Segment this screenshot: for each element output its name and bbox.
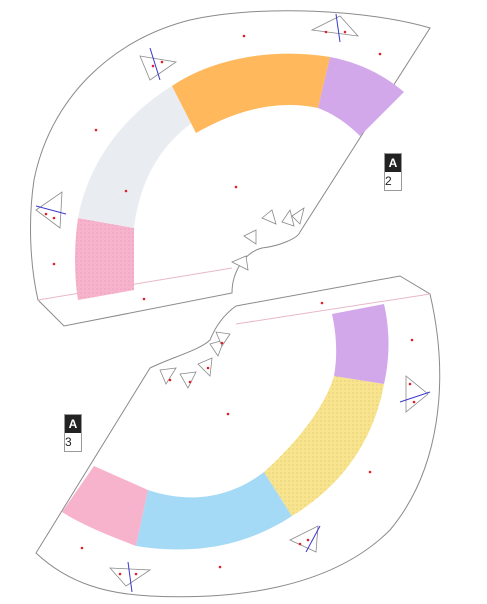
piece-a2-hinge-line — [37, 267, 233, 301]
band-a3-light-blue — [136, 472, 292, 550]
registration-dot — [343, 30, 347, 34]
fold-line — [127, 561, 133, 593]
fold-triangle — [35, 191, 63, 229]
band-a3-yellow-texture — [264, 376, 384, 516]
piece-a3-fold-triangles — [109, 375, 431, 593]
piece-label-number: 2 — [385, 174, 392, 188]
tab-triangle — [215, 331, 231, 347]
fold-line — [305, 525, 321, 553]
piece-a3 — [35, 275, 441, 598]
band-a2-light-gray — [78, 86, 196, 228]
piece-a2-fold-triangles — [35, 13, 360, 229]
band-a3-purple — [332, 304, 389, 384]
registration-dot — [151, 64, 155, 68]
piece-label-a2: A 2 — [384, 153, 402, 191]
piece-label-letter: A — [385, 154, 401, 172]
tab-triangle — [281, 209, 295, 227]
fold-line — [399, 391, 431, 403]
registration-dot — [52, 216, 56, 220]
registration-dot — [134, 572, 138, 576]
registration-dot — [226, 412, 230, 416]
piece-label-number: 3 — [65, 435, 72, 449]
tab-triangle — [179, 371, 197, 389]
fold-line — [35, 205, 67, 215]
fold-line — [335, 13, 341, 43]
registration-dot — [368, 470, 372, 474]
band-a2-orange — [172, 53, 330, 133]
registration-dot — [160, 60, 164, 64]
registration-dot — [408, 382, 412, 386]
fold-triangle — [310, 15, 360, 37]
registration-dot — [218, 565, 222, 569]
registration-dot — [52, 262, 56, 266]
fold-triangle — [405, 375, 429, 413]
registration-dot — [168, 378, 172, 382]
registration-dot — [44, 212, 48, 216]
band-a2-pink-texture — [75, 218, 134, 300]
piece-a3-hinge-line — [235, 293, 431, 325]
fold-triangle — [289, 525, 319, 553]
tab-triangle — [261, 209, 277, 225]
band-a2-purple — [318, 57, 404, 136]
registration-dot — [94, 128, 98, 132]
registration-dot — [234, 185, 238, 189]
piece-label-letter: A — [65, 415, 81, 433]
registration-dot — [324, 30, 328, 34]
registration-dot — [206, 366, 210, 370]
registration-dot — [320, 301, 324, 305]
tab-triangle — [209, 339, 225, 357]
registration-dot — [142, 297, 146, 301]
registration-dot — [80, 546, 84, 550]
tab-triangle — [159, 367, 177, 385]
fold-line — [149, 47, 161, 81]
registration-dot — [410, 338, 414, 342]
tab-triangle — [197, 357, 213, 377]
registration-dot — [378, 52, 382, 56]
tab-triangle — [243, 229, 257, 245]
registration-dot — [242, 34, 246, 38]
registration-dot — [220, 341, 224, 345]
registration-dot — [412, 400, 416, 404]
fold-triangle — [139, 55, 178, 81]
piece-a2 — [30, 10, 431, 327]
piece-a3-tabs — [159, 331, 231, 389]
registration-dot — [298, 542, 302, 546]
piece-a2-tabs — [231, 207, 305, 271]
piece-label-a3: A 3 — [64, 414, 82, 452]
registration-dot — [118, 572, 122, 576]
registration-dot — [306, 538, 310, 542]
band-a3-pink — [62, 466, 148, 546]
tab-triangle — [231, 255, 249, 271]
registration-dot — [124, 189, 128, 193]
registration-dot — [188, 380, 192, 384]
tab-triangle — [291, 207, 305, 225]
registration-dots — [44, 30, 416, 576]
